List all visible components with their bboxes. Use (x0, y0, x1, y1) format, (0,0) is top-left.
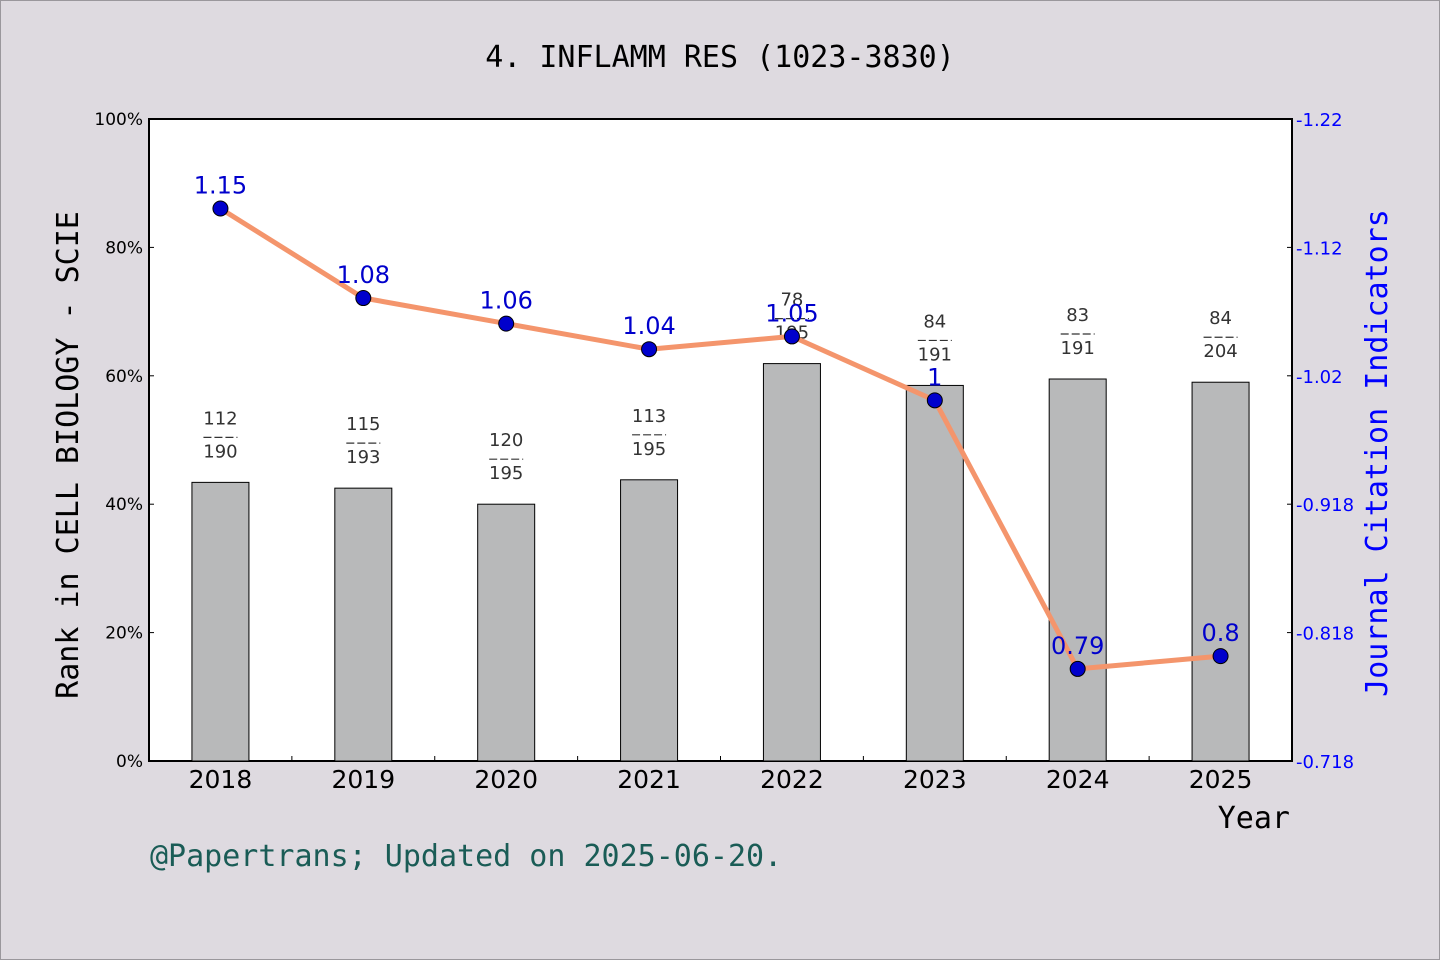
bar-2020 (477, 503, 536, 762)
left-tick-label: 0% (116, 752, 143, 772)
jci-label: 1.04 (622, 312, 675, 340)
x-tick-label: 2021 (617, 765, 681, 794)
jci-label: 0.79 (1051, 632, 1104, 660)
bar-2018 (191, 481, 250, 762)
jci-point-2024 (1069, 660, 1086, 677)
total-label: 193 (346, 447, 380, 468)
rank-label: 83 (1066, 305, 1089, 326)
rank-label: 78 (780, 290, 803, 311)
left-tick-label: 40% (105, 495, 143, 515)
rank-label: 120 (489, 430, 523, 451)
jci-label: 1.05 (765, 299, 818, 327)
footer-note: @Papertrans; Updated on 2025-06-20. (150, 839, 782, 874)
x-tick-label: 2024 (1046, 765, 1110, 794)
jci-point-2021 (641, 341, 658, 358)
line-layer: 1.15 1.08 1.06 1.04 1.05 1 0.79 0.8 (194, 172, 1240, 677)
x-tick-label: 2022 (760, 765, 824, 794)
bar-2021 (620, 479, 679, 762)
right-tick-label: -0.818 (1296, 624, 1354, 645)
jci-line (219, 206, 1221, 672)
bar-2023 (905, 384, 964, 762)
rank-label: 113 (632, 406, 666, 427)
jci-label: 1 (927, 363, 942, 391)
left-axis-title: Rank in CELL BIOLOGY - SCIE (51, 211, 86, 699)
jci-point-2020 (498, 315, 515, 332)
left-tick-label: 20% (105, 624, 143, 644)
chart-title: 4. INFLAMM RES (1023-3830) (485, 40, 955, 75)
left-tick-label: 100% (94, 110, 143, 130)
right-tick-label: -0.718 (1296, 752, 1354, 773)
rank-label: 84 (923, 311, 946, 332)
left-tick-label: 60% (105, 367, 143, 387)
jci-label: 1.08 (337, 261, 390, 289)
right-axis-title: Journal Citation Indicators (1360, 209, 1395, 697)
bar-2024 (1048, 378, 1107, 762)
jci-label: 0.8 (1201, 619, 1239, 647)
jci-label: 1.15 (194, 172, 247, 200)
x-tick-label: 2018 (189, 765, 253, 794)
jci-point-2019 (355, 290, 372, 307)
jci-point-2022 (783, 328, 800, 345)
x-tick-label: 2023 (903, 765, 967, 794)
bar-2022 (762, 363, 821, 762)
total-label: 195 (489, 463, 523, 484)
total-label: 191 (918, 344, 952, 365)
right-tick-label: -1.02 (1296, 367, 1343, 388)
right-tick-label: -1.22 (1296, 110, 1343, 131)
x-tick-label: 2025 (1189, 765, 1253, 794)
jci-point-2023 (926, 392, 943, 409)
bar-2025 (1191, 381, 1250, 762)
bars-layer: 1121901151931201951131957819584191831918… (191, 290, 1250, 762)
total-label: 204 (1203, 341, 1237, 362)
rank-label: 112 (203, 408, 237, 429)
jci-point-2025 (1212, 648, 1229, 665)
rank-label: 84 (1209, 308, 1232, 329)
jci-point-2018 (212, 200, 229, 217)
x-tick-label: 2019 (332, 765, 396, 794)
x-axis-title: Year (1218, 801, 1290, 836)
axes-layer: 0% 20% 40% 60% 80% 100% -0.718 -0.818 -0.918 -1.0… (94, 110, 1354, 794)
jci-label: 1.06 (479, 287, 532, 315)
right-tick-label: -1.12 (1296, 238, 1343, 259)
right-tick-label: -0.918 (1296, 495, 1354, 516)
total-label: 195 (632, 439, 666, 460)
x-tick-label: 2020 (474, 765, 538, 794)
bar-2019 (334, 487, 393, 762)
total-label: 190 (203, 441, 237, 462)
left-tick-label: 80% (105, 238, 143, 258)
total-label: 191 (1061, 338, 1095, 359)
rank-label: 115 (346, 414, 380, 435)
